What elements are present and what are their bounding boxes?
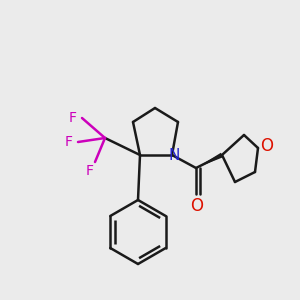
Text: F: F: [69, 111, 77, 125]
Text: N: N: [168, 148, 180, 164]
Polygon shape: [196, 153, 223, 168]
Text: O: O: [260, 137, 274, 155]
Text: O: O: [190, 197, 203, 215]
Text: F: F: [86, 164, 94, 178]
Text: F: F: [65, 135, 73, 149]
